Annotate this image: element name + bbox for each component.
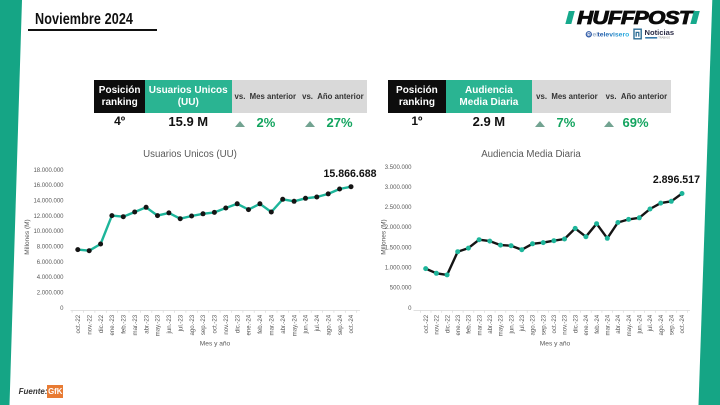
svg-text:may.-23: may.-23 bbox=[155, 314, 162, 336]
svg-text:nov.-22: nov.-22 bbox=[86, 314, 93, 334]
svg-text:mar.-24: mar.-24 bbox=[269, 314, 276, 335]
svg-text:ene.-24: ene.-24 bbox=[583, 314, 590, 335]
svg-text:0: 0 bbox=[60, 306, 64, 312]
svg-text:may.-24: may.-24 bbox=[626, 314, 633, 336]
svg-text:oct.-23: oct.-23 bbox=[212, 314, 219, 333]
svg-text:abr.-23: abr.-23 bbox=[143, 314, 150, 334]
svg-text:18.000.000: 18.000.000 bbox=[33, 168, 64, 174]
svg-text:abr.-24: abr.-24 bbox=[280, 314, 287, 334]
svg-text:jun.-23: jun.-23 bbox=[508, 314, 515, 334]
svg-text:ene.-23: ene.-23 bbox=[109, 314, 116, 335]
svg-text:abr.-23: abr.-23 bbox=[487, 314, 494, 334]
svg-text:3.500.000: 3.500.000 bbox=[385, 165, 412, 171]
svg-text:jul.-24: jul.-24 bbox=[647, 314, 654, 332]
svg-text:may.-24: may.-24 bbox=[291, 314, 298, 336]
svg-text:ene.-23: ene.-23 bbox=[455, 314, 462, 335]
svg-text:1.000.000: 1.000.000 bbox=[385, 266, 412, 272]
svg-text:sep.-23: sep.-23 bbox=[200, 314, 207, 335]
svg-text:jul.-23: jul.-23 bbox=[519, 314, 526, 332]
svg-text:Usuarios Unicos (UU): Usuarios Unicos (UU) bbox=[143, 149, 237, 160]
svg-text:feb.-24: feb.-24 bbox=[257, 314, 264, 334]
svg-text:jul.-23: jul.-23 bbox=[177, 314, 184, 332]
svg-text:@: @ bbox=[587, 32, 592, 37]
svg-text:dic.-23: dic.-23 bbox=[234, 314, 241, 333]
svg-text:nov.-23: nov.-23 bbox=[562, 314, 569, 334]
svg-text:oct.-22: oct.-22 bbox=[75, 314, 82, 333]
svg-text:Mes y año: Mes y año bbox=[540, 341, 571, 348]
svg-text:8.000.000: 8.000.000 bbox=[37, 245, 64, 251]
svg-text:nov.-23: nov.-23 bbox=[223, 314, 230, 334]
svg-text:3.000.000: 3.000.000 bbox=[385, 185, 412, 191]
svg-text:500.000: 500.000 bbox=[390, 286, 412, 292]
svg-text:ago.-23: ago.-23 bbox=[530, 314, 537, 335]
svg-text:may.-23: may.-23 bbox=[498, 314, 505, 336]
svg-text:jun.-23: jun.-23 bbox=[166, 314, 173, 334]
svg-text:Noticias: Noticias bbox=[645, 28, 675, 37]
svg-text:jul.-24: jul.-24 bbox=[314, 314, 321, 332]
svg-text:nov.-22: nov.-22 bbox=[434, 314, 441, 334]
svg-text:2.000.000: 2.000.000 bbox=[37, 291, 64, 297]
svg-text:el: el bbox=[593, 32, 599, 39]
svg-text:mar.-24: mar.-24 bbox=[605, 314, 612, 335]
svg-text:oct.-22: oct.-22 bbox=[423, 314, 430, 333]
svg-text:Millones (M): Millones (M) bbox=[24, 219, 31, 254]
svg-text:14.000.000: 14.000.000 bbox=[33, 199, 64, 205]
svg-text:ene.-24: ene.-24 bbox=[246, 314, 253, 335]
svg-text:Audiencia Media Diaria: Audiencia Media Diaria bbox=[481, 149, 581, 160]
svg-text:jun.-24: jun.-24 bbox=[637, 314, 644, 334]
svg-text:12.000.000: 12.000.000 bbox=[33, 214, 64, 220]
svg-text:Millones (M): Millones (M) bbox=[381, 219, 388, 254]
svg-text:mar.-23: mar.-23 bbox=[132, 314, 139, 335]
svg-text:dic.-23: dic.-23 bbox=[572, 314, 579, 333]
svg-text:mar.-23: mar.-23 bbox=[476, 314, 483, 335]
svg-text:10.000.000: 10.000.000 bbox=[33, 229, 64, 235]
svg-text:feb.-24: feb.-24 bbox=[594, 314, 601, 334]
svg-text:0: 0 bbox=[408, 306, 412, 312]
svg-text:feb.-23: feb.-23 bbox=[466, 314, 473, 334]
svg-text:oct.-24: oct.-24 bbox=[348, 314, 355, 333]
svg-text:15.866.688: 15.866.688 bbox=[323, 168, 376, 180]
svg-text:sep.-24: sep.-24 bbox=[669, 314, 676, 335]
svg-text:6.000.000: 6.000.000 bbox=[37, 260, 64, 266]
svg-text:TRABAJO: TRABAJO bbox=[658, 36, 670, 40]
svg-text:2.000.000: 2.000.000 bbox=[385, 225, 412, 231]
svg-text:oct.-23: oct.-23 bbox=[551, 314, 558, 333]
svg-text:jun.-24: jun.-24 bbox=[303, 314, 310, 334]
svg-text:abr.-24: abr.-24 bbox=[615, 314, 622, 334]
svg-text:sep.-24: sep.-24 bbox=[337, 314, 344, 335]
svg-text:2.500.000: 2.500.000 bbox=[385, 205, 412, 211]
svg-text:oct.-24: oct.-24 bbox=[679, 314, 686, 333]
svg-text:dic.-22: dic.-22 bbox=[444, 314, 451, 333]
svg-text:16.000.000: 16.000.000 bbox=[33, 183, 64, 189]
svg-text:ago.-23: ago.-23 bbox=[189, 314, 196, 335]
svg-text:Mes y año: Mes y año bbox=[200, 341, 231, 348]
svg-text:sep.-23: sep.-23 bbox=[540, 314, 547, 335]
svg-text:televisero: televisero bbox=[598, 32, 630, 39]
svg-text:ago.-24: ago.-24 bbox=[325, 314, 332, 335]
svg-text:1.500.000: 1.500.000 bbox=[385, 245, 412, 251]
svg-text:ago.-24: ago.-24 bbox=[658, 314, 665, 335]
svg-text:feb.-23: feb.-23 bbox=[121, 314, 128, 334]
svg-text:dic.-22: dic.-22 bbox=[98, 314, 105, 333]
svg-text:4.000.000: 4.000.000 bbox=[37, 275, 64, 281]
svg-text:2.896.517: 2.896.517 bbox=[653, 174, 700, 186]
